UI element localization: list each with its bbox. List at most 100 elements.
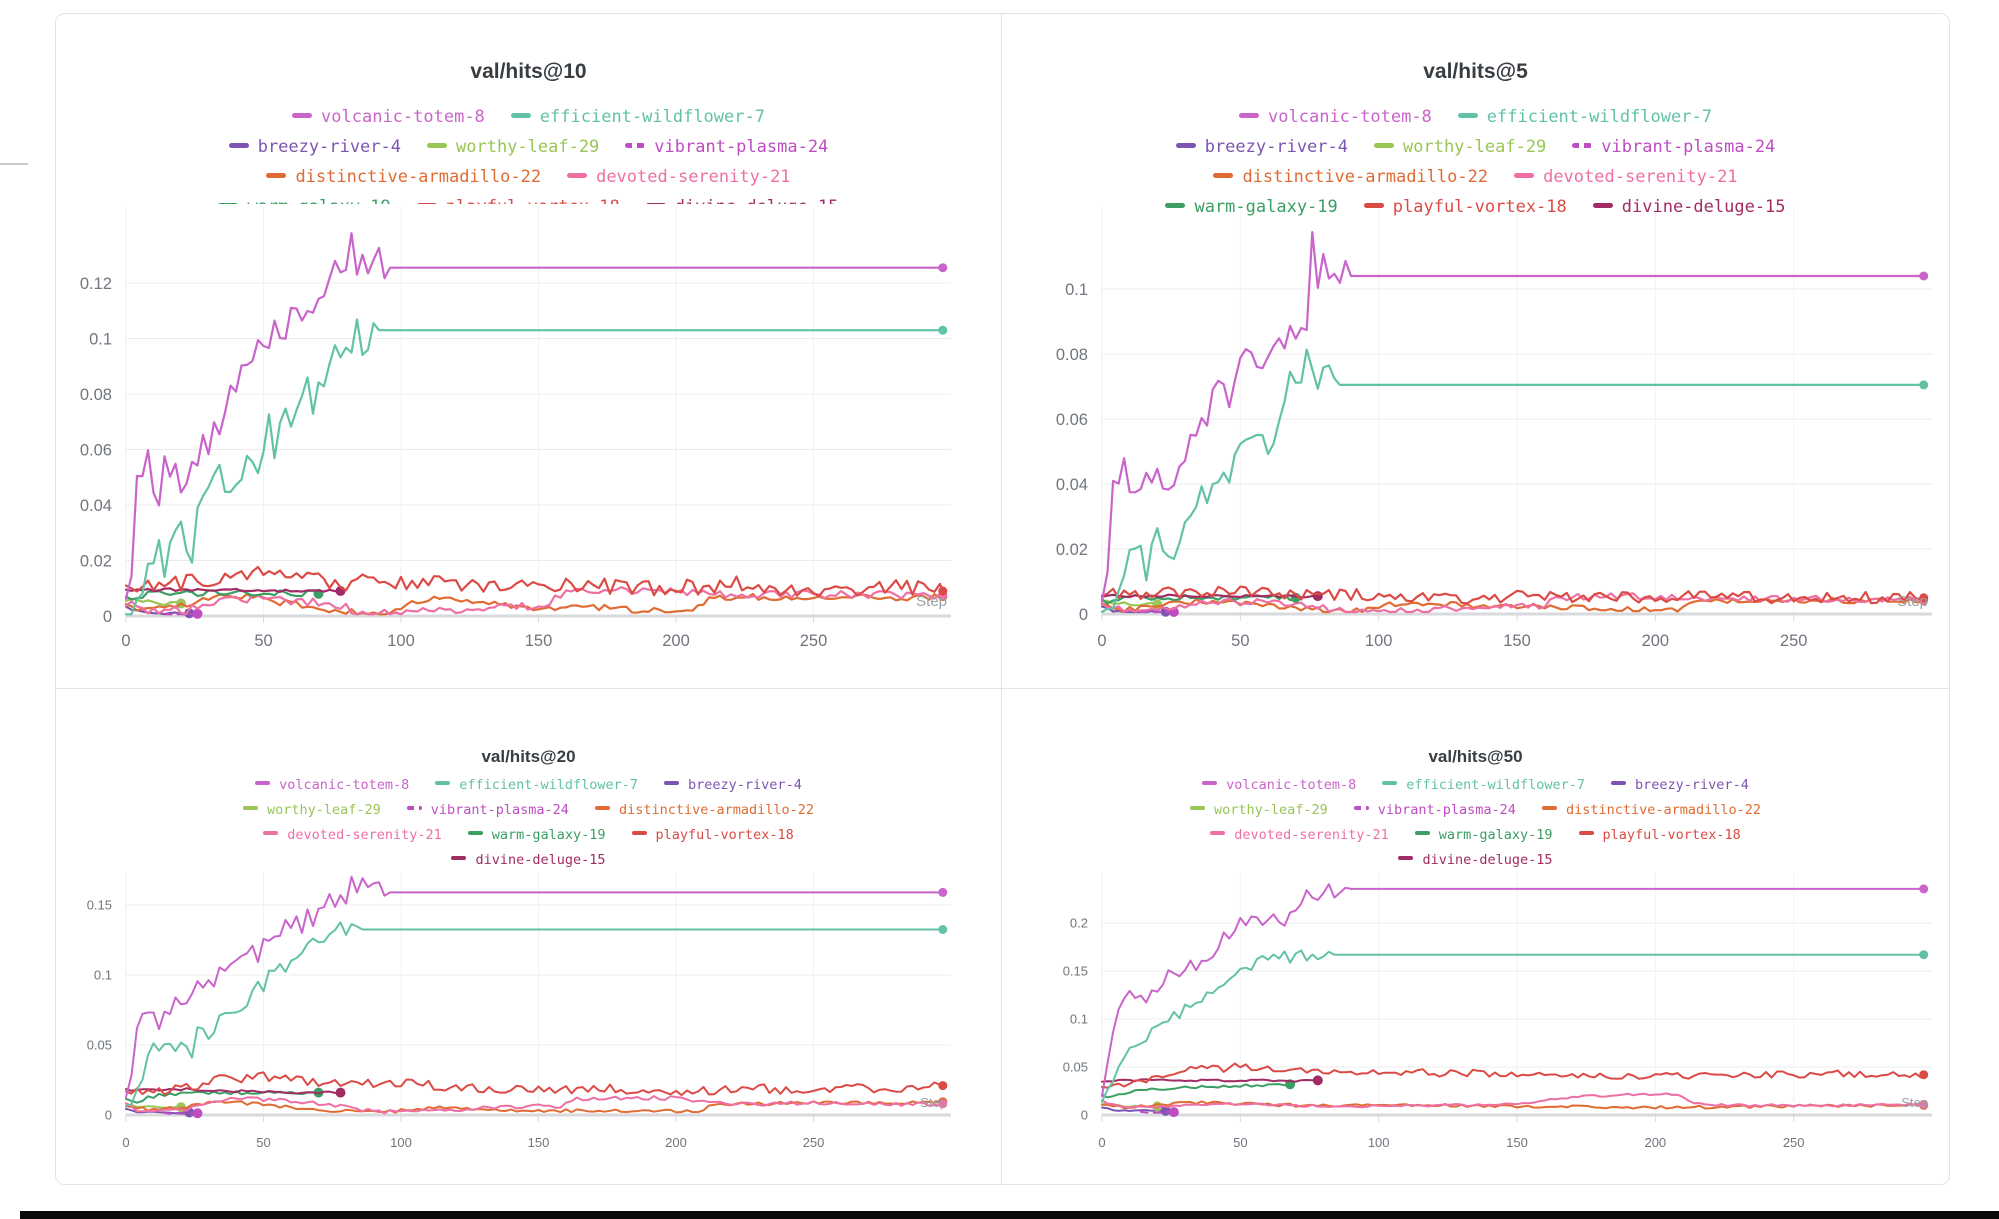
legend-item-divine-deluge-15[interactable]: divine-deluge-15 [1592,192,1786,222]
legend-swatch-icon [427,142,447,148]
svg-text:150: 150 [1503,632,1531,650]
series-endpoint-dot [1312,1075,1323,1086]
svg-text:150: 150 [525,632,553,650]
svg-text:0.06: 0.06 [80,441,112,459]
legend-item-worthy-leaf-29[interactable]: worthy-leaf-29 [242,798,381,823]
legend-item-breezy-river-4[interactable]: breezy-river-4 [1611,773,1749,798]
legend-swatch-icon [416,202,437,204]
legend-item-efficient-wildflower-7[interactable]: efficient-wildflower-7 [1382,773,1585,798]
legend-swatch-icon [406,806,422,810]
legend-item-vibrant-plasma-24[interactable]: vibrant-plasma-24 [1353,798,1516,823]
legend-row: volcanic-totem-8 efficient-wildflower-7 [1002,102,1949,132]
legend-item-devoted-serenity-21[interactable]: devoted-serenity-21 [1514,162,1738,192]
svg-text:0.06: 0.06 [1056,411,1088,429]
legend-item-vibrant-plasma-24[interactable]: vibrant-plasma-24 [625,132,828,162]
legend-item-distinctive-armadillo-22[interactable]: distinctive-armadillo-22 [1213,162,1488,192]
series-line-efficient-wildflower-7 [1101,949,1925,1103]
legend-item-warm-galaxy-19[interactable]: warm-galaxy-19 [1414,823,1553,848]
chart-plot[interactable]: 0 50 100 150 200 250 0 0.02 0.04 0.06 0.08 0.1 0.12 S… [56,14,1001,688]
legend-item-breezy-river-4[interactable]: breezy-river-4 [664,773,802,798]
legend-item-distinctive-armadillo-22[interactable]: distinctive-armadillo-22 [594,798,814,823]
legend-item-divine-deluge-15[interactable]: divine-deluge-15 [645,192,839,204]
legend-row: devoted-serenity-21 warm-galaxy-19 playful… [56,823,1001,848]
svg-text:200: 200 [665,1135,687,1150]
legend-item-playful-vortex-18[interactable]: playful-vortex-18 [416,192,620,204]
series-endpoint-dot [184,608,195,619]
legend-label: vibrant-plasma-24 [430,802,569,818]
legend-item-worthy-leaf-29[interactable]: worthy-leaf-29 [1374,132,1546,162]
legend-item-breezy-river-4[interactable]: breezy-river-4 [1175,132,1348,162]
legend-label: distinctive-armadillo-22 [1242,167,1489,187]
legend-item-devoted-serenity-21[interactable]: devoted-serenity-21 [1210,823,1389,848]
chart-plot[interactable]: 0 50 100 150 200 250 0 0.05 0.1 0.15 Step [56,689,1001,1184]
legend-item-playful-vortex-18[interactable]: playful-vortex-18 [1363,192,1567,222]
legend-item-efficient-wildflower-7[interactable]: efficient-wildflower-7 [1457,102,1712,132]
legend-item-worthy-leaf-29[interactable]: worthy-leaf-29 [427,132,599,162]
svg-text:0: 0 [1098,1135,1105,1150]
series-endpoint-dot [938,925,948,934]
legend-swatch-icon [1382,781,1398,785]
legend-label: playful-vortex-18 [1602,827,1741,843]
legend-label: efficient-wildflower-7 [1486,107,1712,127]
legend-swatch-icon [1239,112,1260,118]
svg-text:0.1: 0.1 [1065,281,1088,299]
legend-row: distinctive-armadillo-22 devoted-serenity… [1002,162,1949,192]
legend-item-volcanic-totem-8[interactable]: volcanic-totem-8 [1239,102,1432,132]
legend-swatch-icon [263,831,279,835]
chart-panel-val-hits-5: val/hits@5 volcanic-totem-8 efficient-wil… [1002,14,1949,688]
chart-plot[interactable]: 0 50 100 150 200 250 0 0.02 0.04 0.06 0.08 0.1 Step [1002,14,1949,688]
legend-item-volcanic-totem-8[interactable]: volcanic-totem-8 [292,102,485,132]
legend-row: worthy-leaf-29 vibrant-plasma-24 distincti… [56,798,1001,823]
left-edge-divider [0,163,28,165]
legend-row: volcanic-totem-8 efficient-wildflower-7 br… [1002,773,1949,798]
legend-swatch-icon [218,202,239,204]
legend-swatch-icon [1592,202,1613,208]
chart-plot[interactable]: 0 50 100 150 200 250 0 0.05 0.1 0.15 0.2 Step [1002,689,1949,1184]
legend-item-distinctive-armadillo-22[interactable]: distinctive-armadillo-22 [266,162,541,192]
legend-item-volcanic-totem-8[interactable]: volcanic-totem-8 [1202,773,1356,798]
chart-legend: volcanic-totem-8 efficient-wildflower-7 br… [56,773,1001,873]
legend-label: divine-deluge-15 [1621,197,1786,217]
legend-item-vibrant-plasma-24[interactable]: vibrant-plasma-24 [1572,132,1775,162]
legend-item-warm-galaxy-19[interactable]: warm-galaxy-19 [467,823,606,848]
svg-text:50: 50 [254,632,272,650]
svg-text:0.12: 0.12 [80,275,112,293]
legend-swatch-icon [664,781,680,785]
legend-item-efficient-wildflower-7[interactable]: efficient-wildflower-7 [510,102,765,132]
legend-item-playful-vortex-18[interactable]: playful-vortex-18 [631,823,794,848]
legend-swatch-icon [435,781,451,785]
legend-item-distinctive-armadillo-22[interactable]: distinctive-armadillo-22 [1541,798,1761,823]
svg-text:100: 100 [1365,632,1393,650]
legend-item-worthy-leaf-29[interactable]: worthy-leaf-29 [1189,798,1328,823]
legend-swatch-icon [242,806,258,810]
legend-item-warm-galaxy-19[interactable]: warm-galaxy-19 [1165,192,1338,222]
legend-swatch-icon [1175,142,1196,148]
legend-swatch-icon [1541,806,1557,810]
legend-label: warm-galaxy-19 [1194,197,1338,217]
svg-text:0: 0 [122,1135,129,1150]
svg-text:50: 50 [1233,1135,1247,1150]
legend-item-volcanic-totem-8[interactable]: volcanic-totem-8 [255,773,409,798]
legend-swatch-icon [1202,781,1218,785]
series-endpoint-dot [938,1099,948,1109]
legend-item-efficient-wildflower-7[interactable]: efficient-wildflower-7 [435,773,638,798]
legend-swatch-icon [1363,202,1384,208]
svg-text:0: 0 [103,608,112,626]
legend-item-divine-deluge-15[interactable]: divine-deluge-15 [451,848,606,873]
series-line-volcanic-totem-8 [125,875,944,1099]
svg-text:0.15: 0.15 [1063,964,1088,979]
legend-swatch-icon [1611,781,1627,785]
legend-item-devoted-serenity-21[interactable]: devoted-serenity-21 [567,162,791,192]
legend-item-warm-galaxy-19[interactable]: warm-galaxy-19 [218,192,391,204]
legend-item-devoted-serenity-21[interactable]: devoted-serenity-21 [263,823,442,848]
legend-label: warm-galaxy-19 [491,827,606,843]
series-endpoint-dot [1312,591,1323,602]
legend-item-vibrant-plasma-24[interactable]: vibrant-plasma-24 [406,798,569,823]
legend-item-divine-deluge-15[interactable]: divine-deluge-15 [1398,848,1553,873]
bottom-window-edge [20,1211,1999,1219]
chart-title: val/hits@10 [470,60,587,83]
legend-item-breezy-river-4[interactable]: breezy-river-4 [228,132,401,162]
legend-item-playful-vortex-18[interactable]: playful-vortex-18 [1578,823,1741,848]
svg-text:100: 100 [387,632,415,650]
legend-label: playful-vortex-18 [446,197,620,204]
